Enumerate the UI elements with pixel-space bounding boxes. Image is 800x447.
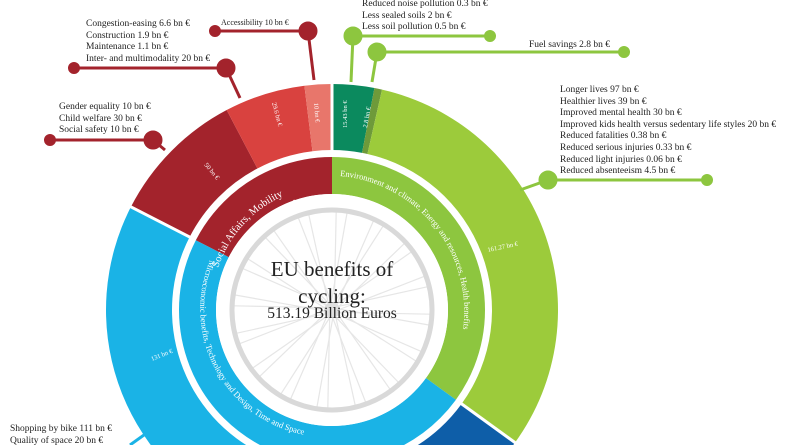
callout-line: Reduced noise pollution 0.3 bn €: [362, 0, 488, 9]
callout-line: Improved kids health versus sedentary li…: [560, 119, 777, 130]
callout-line: Inter- and multimodality 20 bn €: [86, 53, 211, 64]
callout-line: Quality of space 20 bn €: [10, 435, 104, 446]
callout-health: Longer lives 97 bn € Healthier lives 39 …: [560, 85, 776, 178]
center-title-line1: EU benefits of: [270, 257, 394, 281]
center-subtitle: 513.19 Billion Euros: [267, 305, 397, 322]
inner-ring: [178, 156, 486, 445]
ring-segment: [106, 206, 247, 445]
callout-line: Congestion-easing 6.6 bn €: [86, 19, 190, 29]
callout-line: Maintenance 1.1 bn €: [86, 42, 169, 53]
callout-noise: Reduced noise pollution 0.3 bn € Less se…: [362, 0, 488, 34]
callout-line: Construction 1.9 bn €: [86, 30, 169, 41]
callout-line: Reduced serious injuries 0.33 bn €: [560, 142, 692, 153]
callout-line: Child welfare 30 bn €: [59, 113, 142, 124]
callout-fuel: Fuel savings 2.8 bn €: [529, 40, 610, 52]
ring-segment: [178, 239, 457, 445]
segment-label-10: 10 bn €: [312, 103, 321, 124]
callout-line: Reduced absenteeism 4.5 bn €: [560, 166, 676, 177]
ring-segment: [304, 84, 332, 152]
blue-callout-lines: [129, 418, 166, 445]
ring-segment: [332, 84, 375, 153]
ring-segment: [194, 156, 332, 258]
callout-line: Improved mental health 30 bn €: [560, 108, 682, 119]
callout-accessibility: Accessibility 10 bn €: [221, 17, 289, 29]
callout-line: Reduced light injuries 0.06 bn €: [560, 154, 682, 165]
callout-line: Longer lives 97 bn €: [560, 85, 639, 95]
callout-line: Less sealed soils 2 bn €: [362, 10, 452, 21]
ring-segment: [367, 89, 559, 443]
callout-line: Healthier lives 39 bn €: [560, 96, 647, 107]
callout-line: Gender equality 10 bn €: [59, 102, 151, 112]
segment-label-15-43: 15.43 bn €: [342, 100, 349, 128]
ring-segment: [226, 85, 313, 169]
ring-segment: [332, 156, 486, 401]
callout-line: Accessibility 10 bn €: [221, 18, 289, 27]
ring-segment: [362, 88, 383, 154]
segment-label-2-8: 2.8 bn €: [362, 106, 373, 129]
callout-line: Less soil pollution 0.5 bn €: [362, 22, 466, 33]
ring-segment: [130, 110, 258, 237]
ring-segment: [417, 403, 516, 445]
callout-social: Gender equality 10 bn € Child welfare 30…: [59, 102, 151, 137]
callout-line: Social safety 10 bn €: [59, 125, 139, 136]
red-callout-lines: [44, 21, 318, 152]
callout-line: Fuel savings 2.8 bn €: [529, 40, 611, 50]
callout-congestion: Congestion-easing 6.6 bn € Construction …: [86, 19, 210, 65]
callout-line: Shopping by bike 111 bn €: [10, 424, 112, 434]
outer-ring: [106, 82, 559, 445]
callout-shopping: Shopping by bike 111 bn € Quality of spa…: [10, 424, 112, 447]
green-callout-lines: [343, 26, 713, 192]
callout-line: Reduced fatalities 0.38 bn €: [560, 131, 667, 142]
center-title-line2: cycling:: [298, 284, 366, 308]
center-title: EU benefits of cycling:: [232, 256, 432, 310]
bicycle-wheel-icon: [234, 212, 430, 408]
